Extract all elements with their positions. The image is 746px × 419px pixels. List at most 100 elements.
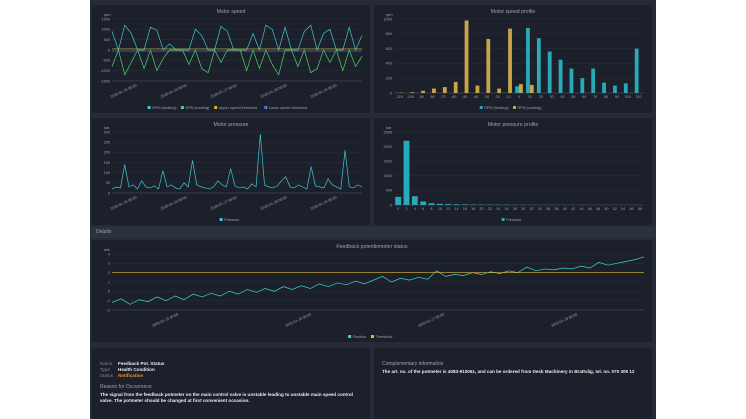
legend-label: Threshold — [375, 335, 392, 339]
x-tick-label: 28 — [513, 207, 517, 211]
bar — [497, 88, 502, 93]
x-tick-label: 48 — [596, 207, 600, 211]
bar — [428, 203, 435, 205]
x-tick-label: 40 — [563, 207, 567, 211]
bar — [420, 201, 427, 205]
legend-swatch — [147, 106, 151, 109]
chart-title: Motor pressure — [214, 122, 249, 128]
y-tick-label: 1000 — [384, 17, 392, 21]
x-tick-label: 16 — [463, 207, 467, 211]
legend-swatch — [513, 106, 516, 109]
bar — [536, 38, 541, 93]
bar — [403, 140, 410, 205]
x-tick-label: 20 — [480, 207, 484, 211]
legend-label: Upper speed threshold — [219, 106, 257, 110]
x-tick-label: 26 — [505, 207, 509, 211]
info-panel — [92, 348, 370, 419]
bar — [421, 90, 425, 93]
y-tick-label: 100 — [104, 171, 110, 175]
legend-label: RPM (cooling) — [185, 106, 210, 110]
unit-label: rpm — [104, 13, 111, 17]
bar — [519, 84, 523, 93]
x-tick-label: 46 — [588, 207, 592, 211]
x-tick-label: 38 — [555, 207, 559, 211]
x-tick-label: 70 — [593, 95, 597, 99]
y-tick-label: 500 — [386, 189, 392, 193]
y-tick-label: 200 — [104, 151, 110, 155]
y-tick-label: 2000 — [384, 145, 392, 149]
reason: The signal from the feedback potmeter on… — [100, 391, 353, 404]
bar — [464, 20, 469, 94]
y-tick-label: -2 — [107, 308, 110, 312]
x-tick-label: 30 — [550, 95, 554, 99]
bar — [432, 88, 436, 93]
y-tick-label: 600 — [386, 47, 392, 51]
y-tick-label: 150 — [104, 161, 110, 165]
legend-label: Position — [353, 335, 367, 339]
value: Health Condition — [118, 367, 155, 373]
x-tick-label: 32 — [530, 207, 534, 211]
chart-title: Motor speed — [217, 9, 246, 15]
bar — [634, 48, 639, 93]
x-tick-label: 90 — [615, 95, 619, 99]
x-tick-label: 0 — [518, 95, 520, 99]
x-tick-label: 50 — [571, 95, 575, 99]
bar — [602, 82, 606, 93]
x-tick-label: 20 — [539, 95, 543, 99]
panel — [92, 240, 652, 342]
x-tick-label: 100 — [625, 95, 631, 99]
y-tick-label: 4 — [108, 252, 110, 256]
bar — [445, 204, 452, 205]
bar — [613, 85, 617, 93]
series-line — [111, 134, 363, 190]
y-tick-label: 50 — [106, 181, 110, 185]
unit-label: rpm — [386, 13, 393, 17]
legend-swatch — [370, 335, 374, 338]
chart-title: Motor speed profile — [491, 9, 536, 15]
x-tick-label: 36 — [546, 207, 550, 211]
x-tick-label: 4 — [414, 207, 416, 211]
legend-swatch — [479, 106, 483, 109]
label: Status — [100, 373, 114, 379]
y-tick-label: 800 — [386, 32, 392, 36]
chart-title: Motor pressure profile — [488, 122, 539, 128]
bar — [515, 86, 519, 93]
bar — [395, 196, 402, 205]
y-tick-label: 2500 — [384, 130, 392, 134]
x-tick-label: 42 — [571, 207, 575, 211]
y-tick-label: -500 — [102, 59, 110, 63]
y-tick-label: 1500 — [384, 160, 392, 164]
legend-label: RPM (heating) — [484, 106, 509, 110]
bar — [453, 204, 460, 205]
x-tick-label: -70 — [440, 95, 445, 99]
x-tick-label: 10 — [438, 207, 442, 211]
legend-label: RPM (cooling) — [518, 106, 543, 110]
bar — [411, 196, 418, 205]
bar — [623, 83, 628, 93]
legend-swatch — [219, 218, 223, 221]
info-panel — [374, 348, 652, 419]
legend-swatch — [214, 106, 218, 109]
x-tick-label: 54 — [621, 207, 625, 211]
bar — [558, 59, 563, 93]
x-tick-label: -90 — [419, 95, 424, 99]
x-tick-label: 18 — [471, 207, 475, 211]
y-tick-label: 1000 — [102, 28, 110, 32]
y-tick-label: 0 — [108, 191, 110, 195]
details-heading: Details — [96, 229, 112, 235]
x-tick-label: -60 — [451, 95, 456, 99]
label: Type — [100, 367, 110, 373]
x-tick-label: 80 — [604, 95, 608, 99]
y-tick-label: -1000 — [100, 69, 110, 73]
bar — [580, 78, 585, 93]
x-tick-label: 24 — [496, 207, 500, 211]
x-tick-label: -30 — [484, 95, 489, 99]
x-tick-label: 30 — [521, 207, 525, 211]
type-row: Type Health Condition — [100, 367, 362, 373]
panel — [374, 5, 652, 113]
x-tick-label: 58 — [638, 207, 642, 211]
complementary-heading: Complementary information — [382, 361, 444, 367]
legend-label: Lower speed threshold — [269, 106, 307, 110]
x-tick-label: 110 — [636, 95, 642, 99]
